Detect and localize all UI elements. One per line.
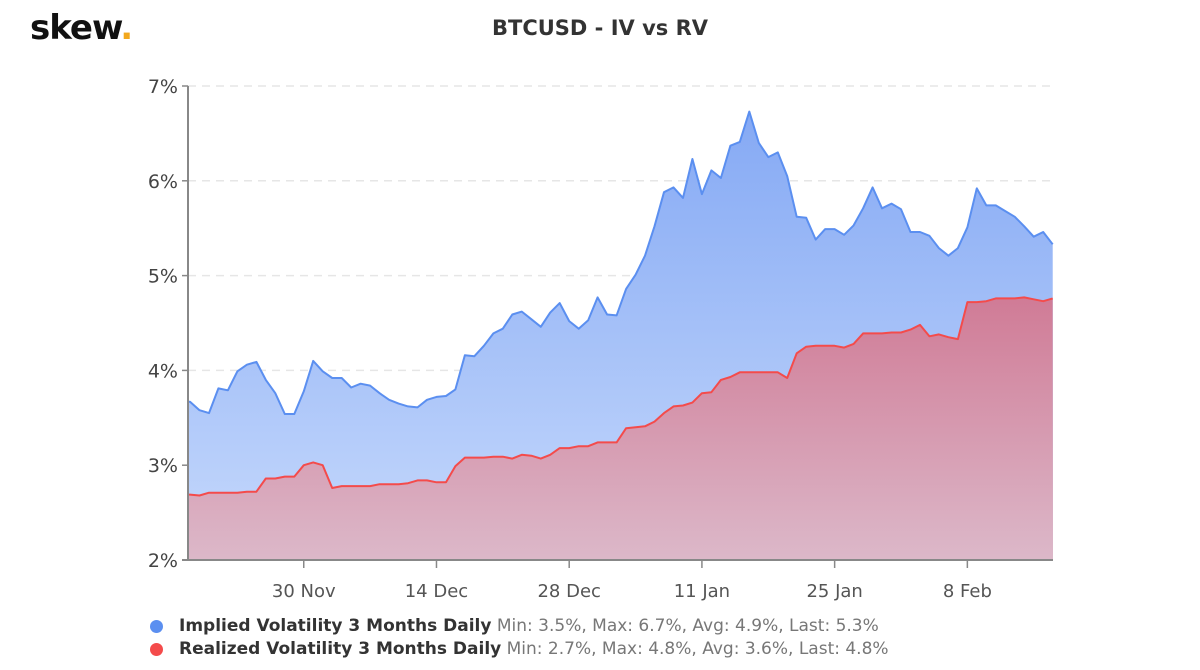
legend-stats-rv: Min: 2.7%, Max: 4.8%, Avg: 3.6%, Last: 4… (506, 639, 889, 659)
y-tick-label: 6% (148, 171, 178, 193)
logo-dot: . (120, 8, 133, 48)
legend-name-rv: Realized Volatility 3 Months Daily (179, 639, 502, 659)
x-tick-label: 14 Dec (405, 581, 468, 602)
legend-item-realized-volatility[interactable]: Realized Volatility 3 Months Daily Min: … (150, 639, 889, 659)
y-axis-ticks: 2% 3% 4% 5% 6% 7% (148, 76, 188, 572)
y-tick-label: 5% (148, 266, 178, 288)
logo-text: skew (30, 8, 121, 48)
legend-marker-rv (150, 642, 163, 656)
y-tick-label: 4% (148, 360, 178, 382)
legend-item-implied-volatility[interactable]: Implied Volatility 3 Months Daily Min: 3… (150, 616, 879, 636)
area-rv (188, 297, 1053, 560)
x-tick-label: 28 Dec (537, 581, 600, 602)
skew-logo: skew. (30, 8, 133, 48)
x-tick-label: 30 Nov (272, 581, 336, 602)
x-axis-ticks: 30 Nov 14 Dec 28 Dec 11 Jan 25 Jan 8 Feb (272, 560, 992, 602)
x-tick-label: 25 Jan (806, 581, 862, 602)
series-areas (188, 110, 1054, 560)
legend-stats-iv: Min: 3.5%, Max: 6.7%, Avg: 4.9%, Last: 5… (496, 616, 879, 636)
y-tick-label: 2% (148, 550, 178, 572)
line-iv (188, 110, 1054, 415)
y-tick-label: 7% (148, 76, 178, 98)
y-tick-label: 3% (148, 455, 178, 477)
legend-name-iv: Implied Volatility 3 Months Daily (179, 616, 492, 636)
legend-marker-iv (150, 619, 163, 633)
x-tick-label: 8 Feb (943, 581, 992, 602)
axes (182, 86, 1053, 561)
x-tick-label: 11 Jan (674, 581, 730, 602)
line-rv (188, 296, 1053, 497)
chart-title: BTCUSD - IV vs RV (492, 16, 708, 40)
